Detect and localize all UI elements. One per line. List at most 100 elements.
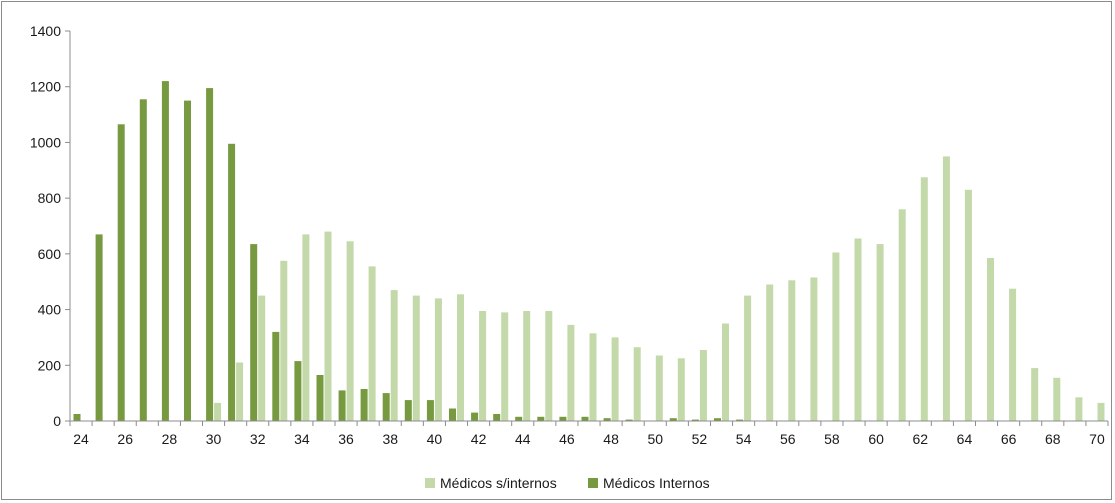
bar-medicos-internos-53	[714, 418, 721, 421]
bar-medicos-s-internos-55	[766, 284, 774, 421]
bar-medicos-internos-38	[382, 393, 390, 421]
bar-medicos-internos-29	[184, 100, 191, 421]
bar-medicos-internos-32	[250, 244, 258, 421]
bar-medicos-s-internos-64	[964, 189, 972, 421]
bar-medicos-s-internos-62	[920, 177, 928, 422]
x-tick-label-30: 30	[206, 431, 222, 447]
x-tick-label-64: 64	[957, 431, 973, 447]
bar-medicos-s-internos-52	[699, 350, 707, 421]
bar-medicos-s-internos-66	[1009, 288, 1017, 421]
bar-medicos-s-internos-68	[1053, 377, 1061, 421]
bar-medicos-internos-47	[581, 416, 589, 421]
x-tick-label-68: 68	[1045, 431, 1061, 447]
bar-medicos-s-internos-45	[545, 311, 553, 421]
bar-medicos-internos-41	[449, 408, 456, 421]
x-tick-label-44: 44	[515, 431, 531, 447]
bar-medicos-s-internos-37	[368, 266, 376, 421]
bar-medicos-s-internos-58	[832, 252, 840, 421]
y-tick-label-800: 800	[38, 190, 62, 206]
bar-medicos-s-internos-30	[214, 402, 222, 421]
bar-medicos-s-internos-54	[744, 295, 752, 421]
bar-medicos-s-internos-34	[302, 234, 310, 421]
x-tick-label-58: 58	[824, 431, 840, 447]
x-tick-label-52: 52	[692, 431, 708, 447]
bar-medicos-s-internos-39	[412, 295, 420, 421]
legend: Médicos s/internos Médicos Internos	[425, 475, 710, 491]
bar-medicos-s-internos-59	[854, 238, 862, 421]
bar-medicos-s-internos-47	[589, 333, 597, 422]
y-tick-label-1400: 1400	[30, 23, 61, 39]
legend-label-medicos-s-internos: Médicos s/internos	[440, 475, 557, 491]
bar-medicos-s-internos-41	[457, 294, 464, 422]
x-tick-label-26: 26	[117, 431, 133, 447]
bar-medicos-s-internos-46	[567, 324, 575, 421]
x-tick-label-34: 34	[294, 431, 310, 447]
bar-medicos-internos-37	[360, 389, 368, 421]
bar-medicos-s-internos-61	[898, 209, 906, 421]
bar-medicos-s-internos-67	[1031, 368, 1039, 421]
bar-medicos-s-internos-44	[523, 311, 531, 421]
bar-medicos-s-internos-63	[942, 156, 950, 421]
bar-medicos-internos-48	[603, 418, 611, 421]
bar-medicos-internos-39	[404, 400, 412, 421]
x-tick-label-24: 24	[73, 431, 89, 447]
x-tick-label-28: 28	[162, 431, 178, 447]
bar-medicos-s-internos-56	[788, 280, 796, 421]
y-tick-label-400: 400	[38, 302, 62, 318]
legend-label-medicos-internos: Médicos Internos	[603, 475, 710, 491]
bar-medicos-s-internos-31	[236, 362, 244, 421]
x-tick-label-46: 46	[559, 431, 575, 447]
bar-medicos-s-internos-40	[434, 298, 442, 421]
x-tick-label-56: 56	[780, 431, 796, 447]
bar-medicos-s-internos-53	[722, 323, 729, 421]
y-tick-label-1000: 1000	[30, 134, 61, 150]
bar-medicos-s-internos-35	[324, 231, 332, 421]
bar-medicos-internos-27	[139, 99, 147, 422]
bar-medicos-internos-43	[493, 414, 501, 421]
x-tick-label-42: 42	[471, 431, 487, 447]
bar-medicos-s-internos-49	[633, 347, 641, 421]
y-tick-label-0: 0	[53, 413, 61, 429]
bar-medicos-s-internos-50	[655, 355, 663, 421]
bar-medicos-internos-40	[426, 400, 434, 421]
bar-medicos-internos-31	[228, 143, 236, 422]
legend-swatch-medicos-internos	[588, 478, 598, 488]
bar-medicos-internos-44	[515, 416, 523, 421]
bar-medicos-internos-24	[73, 414, 81, 421]
bar-medicos-s-internos-70	[1097, 402, 1105, 421]
y-tick-label-1200: 1200	[30, 79, 61, 95]
bar-medicos-internos-51	[669, 418, 677, 421]
x-tick-label-66: 66	[1001, 431, 1017, 447]
x-tick-label-50: 50	[647, 431, 663, 447]
bar-medicos-s-internos-43	[501, 312, 509, 421]
x-tick-label-32: 32	[250, 431, 266, 447]
bar-medicos-internos-54	[736, 419, 744, 421]
x-tick-label-38: 38	[382, 431, 398, 447]
x-tick-label-40: 40	[427, 431, 443, 447]
bar-medicos-internos-36	[338, 390, 346, 421]
bar-medicos-internos-28	[161, 81, 169, 421]
bar-medicos-s-internos-65	[987, 258, 994, 421]
axes-layer: 0 200 400 600 800 1000 1200 1400 24 26 28 30 32 34 36 3…	[30, 23, 1109, 447]
y-tick-label-600: 600	[38, 246, 62, 262]
x-tick-label-60: 60	[868, 431, 884, 447]
bar-medicos-s-internos-69	[1075, 397, 1083, 421]
bar-medicos-internos-33	[272, 331, 280, 421]
legend-swatch-medicos-s-internos	[425, 478, 435, 488]
bar-medicos-internos-46	[559, 416, 567, 421]
bar-medicos-internos-49	[625, 419, 633, 421]
bar-medicos-s-internos-36	[346, 241, 354, 421]
bar-medicos-s-internos-42	[479, 311, 487, 421]
bar-medicos-internos-26	[117, 124, 125, 422]
bar-medicos-internos-30	[206, 88, 214, 421]
bar-medicos-s-internos-51	[677, 358, 685, 421]
bar-medicos-s-internos-57	[810, 277, 818, 421]
x-tick-label-48: 48	[603, 431, 619, 447]
bar-medicos-internos-42	[471, 412, 479, 421]
bar-medicos-s-internos-33	[280, 260, 288, 421]
x-tick-label-70: 70	[1089, 431, 1105, 447]
bar-medicos-internos-45	[537, 416, 545, 421]
x-tick-label-36: 36	[338, 431, 354, 447]
bar-medicos-s-internos-60	[876, 244, 884, 421]
